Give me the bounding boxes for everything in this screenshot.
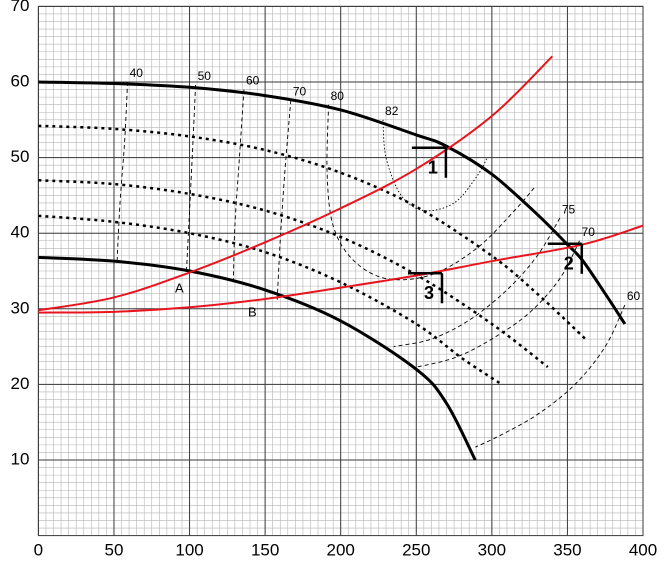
x-tick-label: 0 (34, 540, 43, 559)
efficiency-curve (116, 81, 129, 264)
efficiency-label: 70 (582, 225, 596, 239)
x-tick-label: 200 (327, 540, 355, 559)
x-tick-label: 350 (553, 540, 581, 559)
efficiency-curve (413, 240, 580, 369)
x-tick-label: 50 (105, 540, 124, 559)
y-tick-label: 10 (11, 449, 30, 468)
efficiency-label: 60 (246, 74, 260, 88)
x-tick-label: 250 (402, 540, 430, 559)
efficiency-label: 70 (293, 84, 307, 98)
x-tick-label: 400 (629, 540, 657, 559)
x-tick-label: 100 (175, 540, 203, 559)
point-label: 2 (564, 254, 574, 274)
operating-point (411, 146, 448, 178)
curve (38, 224, 644, 314)
efficiency-curve (475, 304, 626, 448)
efficiency-curve (276, 100, 292, 300)
x-tick-label: 150 (251, 540, 279, 559)
grid (37, 5, 644, 537)
efficiency-curve (393, 217, 561, 348)
efficiency-curve (186, 85, 197, 271)
point-label: 1 (428, 158, 438, 178)
curve (38, 255, 477, 461)
efficiency-label: 80 (331, 89, 345, 103)
plot-border (37, 5, 644, 537)
efficiency-label: 50 (198, 69, 212, 83)
curve (38, 55, 554, 312)
point-label: 3 (424, 283, 434, 303)
efficiency-curve (232, 89, 245, 283)
curve (38, 124, 588, 342)
y-tick-label: 40 (11, 223, 30, 242)
x-tick-label: 300 (478, 540, 506, 559)
y-tick-label: 20 (11, 374, 30, 393)
y-tick-label: 70 (11, 0, 30, 15)
annotation: B (248, 304, 257, 319)
efficiency-label: 75 (562, 202, 576, 216)
y-tick-label: 60 (11, 71, 30, 90)
annotation: A (175, 280, 184, 295)
efficiency-label: 82 (385, 104, 399, 118)
efficiency-label: 60 (627, 289, 641, 303)
y-tick-label: 50 (11, 147, 30, 166)
efficiency-curve (326, 104, 535, 281)
curve (38, 179, 549, 369)
efficiency-label: 40 (130, 66, 144, 80)
operating-point (407, 272, 444, 304)
y-tick-label: 30 (11, 298, 30, 317)
operating-point (547, 242, 584, 274)
curve (38, 214, 501, 384)
